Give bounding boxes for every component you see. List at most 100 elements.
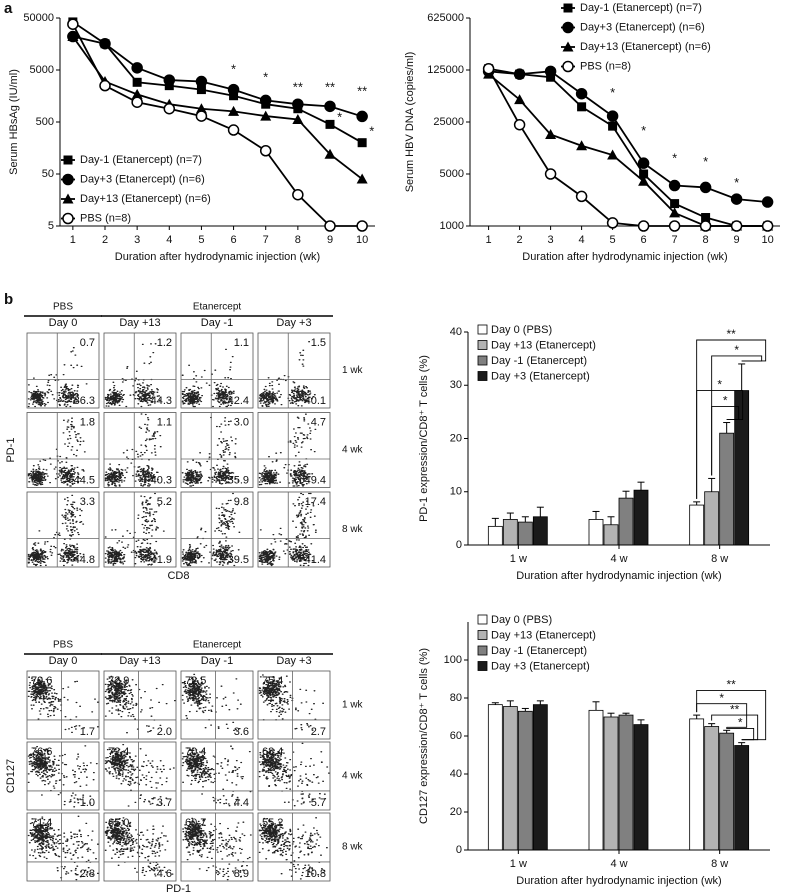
- quadrant-value: 3.3: [80, 496, 95, 508]
- flow-x-label: PD-1: [166, 883, 191, 894]
- legend-label: Day-1 (Etanercept) (n=7): [80, 154, 202, 166]
- flow-dots: [104, 343, 161, 408]
- flow-y-label: CD127: [5, 759, 17, 793]
- quadrant-value: 1.8: [80, 416, 95, 428]
- legend-label: Day +13 (Etanercept): [491, 339, 596, 351]
- group-header: PBS: [53, 302, 73, 313]
- bar: [734, 745, 750, 851]
- flow-dots: [104, 413, 162, 487]
- flow-dots: [181, 673, 242, 732]
- row-label: 8 wk: [342, 524, 364, 535]
- marker: [259, 144, 272, 157]
- legend-swatch: [477, 371, 488, 381]
- bar: [618, 497, 634, 546]
- quadrant-value: 2.8: [80, 868, 95, 880]
- column-label: Day 0: [49, 655, 78, 667]
- legend-label: Day +3 (Etanercept): [491, 660, 590, 672]
- legend-swatch: [477, 661, 488, 671]
- series-line: [488, 67, 768, 227]
- flow-dots: [258, 341, 316, 408]
- flow-dots: [181, 416, 240, 487]
- x-tick-label: 3: [134, 234, 140, 246]
- x-tick-label: 1: [70, 234, 76, 246]
- quadrant-value: 65.0: [108, 817, 129, 829]
- legend-label: Day -1 (Etanercept): [491, 645, 587, 657]
- marker: [562, 21, 574, 34]
- x-axis-label: Duration after hydrodynamic injection (w…: [516, 570, 721, 582]
- row-label: 1 wk: [342, 700, 364, 711]
- quadrant-value: 1.1: [157, 416, 172, 428]
- annotation: *: [641, 123, 646, 138]
- y-tick-label: 125000: [427, 64, 464, 76]
- marker: [325, 119, 335, 129]
- marker: [638, 175, 650, 186]
- legend-swatch: [477, 614, 488, 625]
- flow-dots: [104, 817, 174, 877]
- quadrant-value: 39.5: [228, 554, 249, 566]
- flow-plot: [257, 812, 331, 882]
- flow-dots: [181, 348, 235, 408]
- legend-label: Day+13 (Etanercept) (n=6): [80, 193, 211, 205]
- y-tick-label: 500: [36, 116, 54, 128]
- significance-label: **: [730, 702, 740, 716]
- x-axis-label: Duration after hydrodynamic injection (w…: [115, 251, 320, 263]
- panel-label: b: [4, 291, 13, 308]
- group-header: Etanercept: [193, 640, 242, 651]
- significance-label: *: [738, 716, 743, 730]
- quadrant-value: 68.4: [262, 746, 283, 758]
- quadrant-value: 5.7: [311, 797, 326, 809]
- marker: [545, 128, 557, 139]
- bar: [487, 525, 503, 546]
- marker: [163, 102, 176, 115]
- significance-label: **: [726, 327, 736, 341]
- x-tick-label: 5: [198, 234, 204, 246]
- marker: [228, 105, 240, 116]
- x-tick-label: 1 w: [510, 858, 527, 870]
- group-header: PBS: [53, 640, 73, 651]
- series-line: [487, 68, 768, 227]
- marker: [62, 212, 74, 225]
- quadrant-value: 1.7: [80, 726, 95, 738]
- quadrant-value: 42.4: [228, 395, 249, 407]
- annotation: **: [325, 79, 335, 94]
- marker: [669, 207, 681, 218]
- quadrant-value: 1.0: [80, 797, 95, 809]
- marker: [227, 83, 240, 96]
- quadrant-value: 8.9: [234, 868, 249, 880]
- significance-label: *: [717, 378, 722, 392]
- legend-label: Day 0 (PBS): [491, 614, 552, 626]
- marker: [575, 190, 588, 203]
- marker: [292, 188, 304, 201]
- marker: [563, 3, 573, 13]
- quadrant-value: 49.4: [305, 474, 326, 486]
- marker: [62, 173, 74, 186]
- marker: [229, 91, 239, 101]
- y-tick-label: 10: [450, 486, 462, 498]
- annotation: *: [263, 69, 268, 84]
- marker: [324, 100, 336, 113]
- annotation: *: [672, 150, 677, 165]
- bar: [603, 524, 619, 546]
- x-tick-label: 7: [263, 234, 269, 246]
- legend-label: PBS (n=8): [580, 60, 631, 72]
- legend-label: Day +3 (Etanercept): [491, 370, 590, 382]
- marker: [562, 41, 574, 52]
- y-tick-label: 25000: [433, 116, 464, 128]
- significance-bracket: [696, 703, 748, 728]
- quadrant-value: 71.4: [31, 817, 52, 829]
- marker: [67, 18, 79, 30]
- quadrant-value: 4.7: [311, 416, 326, 428]
- flow-dots: [258, 742, 330, 807]
- marker: [227, 124, 240, 136]
- marker: [132, 77, 142, 87]
- marker: [357, 138, 367, 148]
- annotation: **: [293, 79, 303, 94]
- marker: [356, 220, 368, 232]
- annotation: *: [734, 175, 739, 190]
- quadrant-value: 76.6: [31, 746, 52, 758]
- quadrant-value: 72.4: [108, 746, 129, 758]
- y-axis-label: CD127 expression/CD8⁺ T cells (%): [418, 648, 430, 824]
- bar: [633, 489, 649, 546]
- marker: [639, 169, 649, 179]
